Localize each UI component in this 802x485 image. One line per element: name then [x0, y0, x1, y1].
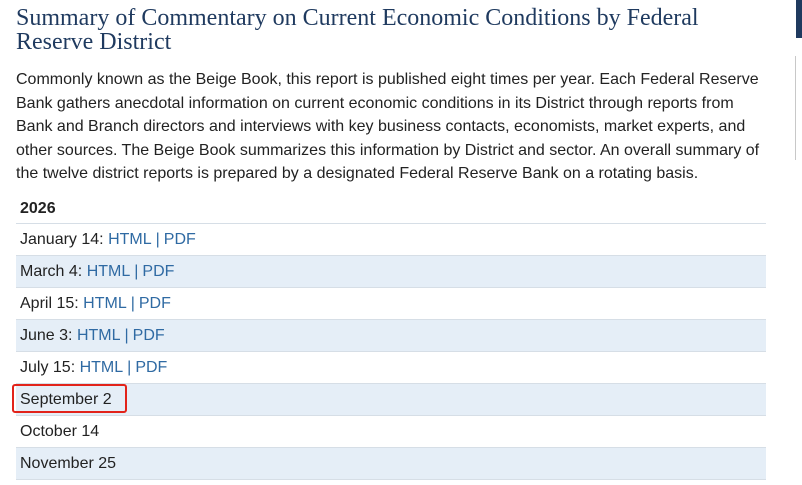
date-label: March 4: — [20, 263, 83, 280]
year-heading: 2026 — [16, 193, 766, 224]
link-separator: | — [130, 295, 135, 312]
date-label: January 14: — [20, 231, 104, 248]
html-link[interactable]: HTML — [76, 327, 121, 344]
intro-paragraph: Commonly known as the Beige Book, this r… — [16, 71, 760, 182]
schedule-row-november: November 25 — [16, 448, 766, 480]
schedule-row-april: April 15: HTML | PDF — [16, 288, 766, 320]
link-separator: | — [124, 327, 129, 344]
date-label: October 14 — [20, 423, 100, 440]
schedule-row-january: January 14: HTML | PDF — [16, 224, 766, 256]
schedule-row-october: October 14 — [16, 416, 766, 448]
date-label: April 15: — [20, 295, 79, 312]
link-separator: | — [127, 359, 132, 376]
pdf-link[interactable]: PDF — [163, 231, 196, 248]
beige-book-schedule: 2026 January 14: HTML | PDF March 4: HTML |… — [12, 193, 766, 480]
schedule-row-june: June 3: HTML | PDF — [16, 320, 766, 352]
html-link[interactable]: HTML — [86, 263, 131, 280]
date-label: June 3: — [20, 327, 73, 344]
sidebar-edge-panel — [795, 56, 802, 160]
link-separator: | — [134, 263, 139, 280]
date-label: July 15: — [20, 359, 76, 376]
sidebar-edge-bar — [796, 0, 802, 38]
schedule-row-september: September 2 — [12, 384, 766, 416]
pdf-link[interactable]: PDF — [138, 295, 171, 312]
link-separator: | — [155, 231, 160, 248]
pdf-link[interactable]: PDF — [142, 263, 175, 280]
pdf-link[interactable]: PDF — [135, 359, 168, 376]
schedule-row-july: July 15: HTML | PDF — [16, 352, 766, 384]
date-label: November 25 — [20, 455, 117, 472]
html-link[interactable]: HTML — [83, 295, 127, 312]
pdf-link[interactable]: PDF — [132, 327, 165, 344]
schedule-row-march: March 4: HTML | PDF — [16, 256, 766, 288]
page-title: Summary of Commentary on Current Economi… — [16, 5, 699, 55]
html-link[interactable]: HTML — [108, 231, 152, 248]
html-link[interactable]: HTML — [79, 359, 124, 376]
date-label: September 2 — [20, 391, 112, 408]
